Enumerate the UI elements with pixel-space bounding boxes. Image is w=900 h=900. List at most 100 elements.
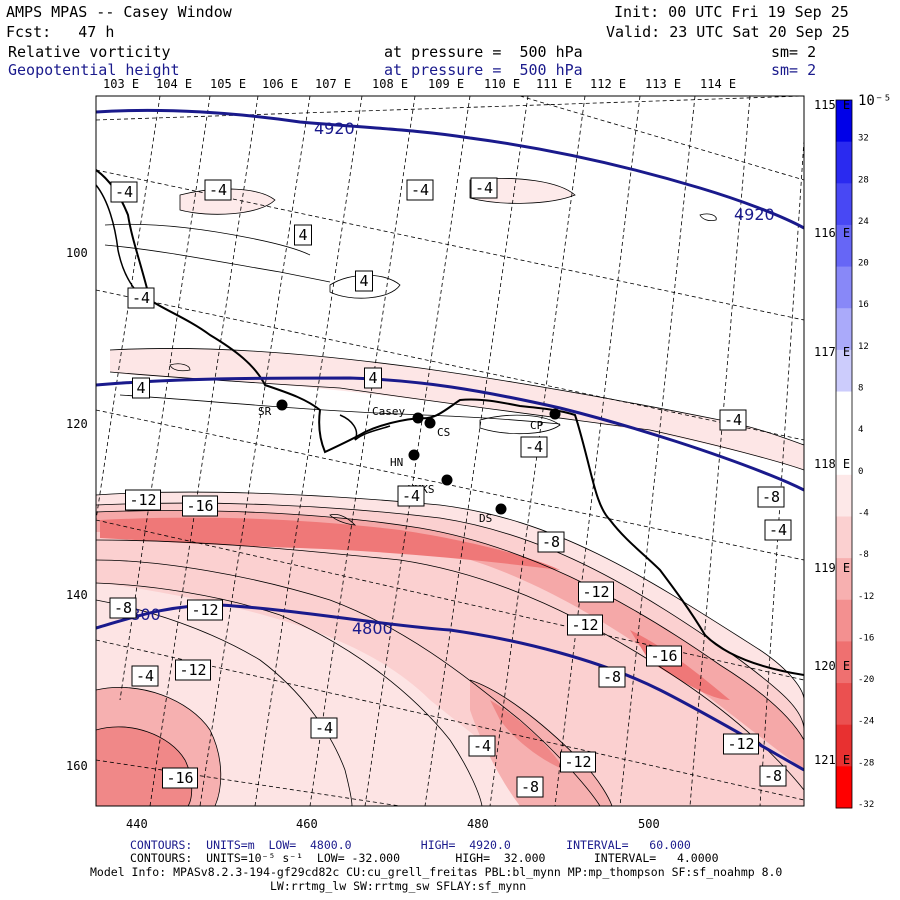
- vorticity-shading-band: [96, 510, 804, 770]
- colorbar-tick-label: 4: [858, 425, 863, 435]
- vorticity-label-box: [764, 519, 792, 541]
- vorticity-label: -12: [129, 491, 156, 509]
- colorbar-swatch: [836, 516, 852, 559]
- app-title: AMPS MPAS -- Casey Window: [6, 3, 232, 21]
- colorbar-swatch: [836, 683, 852, 726]
- vorticity-shading-band: [180, 188, 275, 215]
- station-marker: [408, 449, 420, 461]
- longitude-label-top: 109 E: [428, 77, 464, 91]
- vorticity-label: -4: [132, 289, 150, 307]
- longitude-label-top: 114 E: [700, 77, 736, 91]
- colorbar-swatch: [836, 391, 852, 434]
- vorticity-label-box: [757, 486, 785, 508]
- vorticity-label-box: [187, 599, 223, 621]
- vorticity-label: -4: [136, 667, 154, 685]
- station-label: HN: [390, 456, 403, 469]
- station-label: CS: [437, 426, 450, 439]
- colorbar-tick-label: 12: [858, 342, 869, 352]
- vorticity-label-box: [204, 179, 232, 201]
- vorticity-label: -4: [724, 411, 742, 429]
- longitude-label-top: 104 E: [156, 77, 192, 91]
- vorticity-label: -12: [564, 753, 591, 771]
- longitude-label-top: 112 E: [590, 77, 626, 91]
- colorbar-swatch: [836, 266, 852, 309]
- colorbar-swatch: [836, 724, 852, 767]
- vorticity-label-box: [132, 377, 150, 399]
- colorbar-tick-label: -12: [858, 592, 874, 602]
- station-marker: [441, 474, 453, 486]
- station-label: DS: [479, 512, 492, 525]
- x-tick-label: 440: [126, 817, 148, 831]
- height-label: 4920: [734, 205, 775, 224]
- vorticity-label: -4: [315, 719, 333, 737]
- colorbar-swatch: [836, 474, 852, 517]
- station-marker: [276, 399, 288, 411]
- vorticity-label: -4: [475, 179, 493, 197]
- vorticity-label: 4: [368, 369, 377, 387]
- vorticity-label: -8: [764, 767, 782, 785]
- longitude-label-top: 110 E: [484, 77, 520, 91]
- colorbar-tick-label: 28: [858, 175, 869, 185]
- footer-height-contours: CONTOURS: UNITS=m LOW= 4800.0 HIGH= 4920…: [130, 838, 691, 852]
- coastline: [96, 184, 141, 296]
- vorticity-label-box: [598, 666, 626, 688]
- vorticity-shading-band: [490, 700, 565, 770]
- colorbar-swatch: [836, 224, 852, 268]
- vorticity-label-box: [470, 177, 498, 199]
- vorticity-label: -8: [521, 778, 539, 796]
- field2-name: Geopotential height: [8, 61, 180, 79]
- colorbar-frame: [835, 99, 853, 809]
- colorbar-swatch: [836, 308, 852, 351]
- vorticity-label-box: [162, 767, 198, 789]
- vorticity-label: 4: [359, 272, 368, 290]
- vorticity-label: -4: [411, 181, 429, 199]
- valid-time: Valid: 23 UTC Sat 20 Sep 25: [606, 23, 850, 41]
- longitude-label-right: 120 E: [814, 659, 850, 673]
- station-label: CP: [530, 419, 544, 432]
- vorticity-label-box: [719, 409, 747, 431]
- footer-physics: LW:rrtmg_lw SW:rrtmg_sw SFLAY:sf_mynn: [270, 879, 527, 893]
- station-marker: [424, 417, 436, 429]
- longitude-label-top: 106 E: [262, 77, 298, 91]
- vorticity-label-box: [397, 485, 425, 507]
- colorbar-tick-label: -28: [858, 758, 874, 768]
- vorticity-label-box: [110, 181, 138, 203]
- plot-frame: [95, 95, 805, 807]
- colorbar-swatch: [836, 641, 852, 684]
- vorticity-label: -16: [166, 769, 193, 787]
- colorbar-tick-label: 0: [858, 467, 863, 477]
- vorticity-label-box: [406, 179, 434, 201]
- vorticity-label: -16: [650, 647, 677, 665]
- vorticity-label: -4: [402, 487, 420, 505]
- vorticity-label-box: [567, 614, 603, 636]
- vorticity-label-box: [125, 489, 161, 511]
- colorbar-tick-label: 8: [858, 384, 863, 394]
- colorbar-tick-label: -20: [858, 675, 874, 685]
- footer-vorticity-contours: CONTOURS: UNITS=10⁻⁵ s⁻¹ LOW= -32.000 HI…: [130, 851, 719, 865]
- footer-model-info: Model Info: MPASv8.2.3-194-gf29cd82c CU:…: [90, 865, 783, 879]
- longitude-label-right: 116 E: [814, 226, 850, 240]
- longitude-label-top: 111 E: [536, 77, 572, 91]
- colorbar-unit: 10⁻⁵ s⁻¹: [858, 93, 900, 109]
- vorticity-label-box: [537, 531, 565, 553]
- vorticity-label: -12: [179, 661, 206, 679]
- vorticity-label-box: [294, 224, 312, 246]
- colorbar-swatch: [836, 599, 852, 642]
- vorticity-label-box: [131, 665, 159, 687]
- colorbar-tick-label: 16: [858, 300, 869, 310]
- colorbar-swatch: [836, 141, 852, 184]
- plot-area: [96, 96, 804, 806]
- height-label: 4800: [352, 619, 393, 638]
- y-tick-label: 140: [66, 588, 88, 602]
- field2-level: at pressure = 500 hPa: [384, 61, 583, 79]
- field2-smoothing: sm= 2: [771, 61, 817, 79]
- coastline: [339, 414, 391, 441]
- vorticity-labels: -4-4-4-444-444-4-44-12-16-4-8-8-4-12-12-…: [109, 177, 792, 798]
- colorbar-tick-label: -24: [858, 717, 874, 727]
- vorticity-label-box: [468, 735, 496, 757]
- vorticity-label: -12: [191, 601, 218, 619]
- x-tick-label: 480: [467, 817, 489, 831]
- vorticity-label-box: [723, 733, 759, 755]
- vorticity-label: -4: [115, 183, 133, 201]
